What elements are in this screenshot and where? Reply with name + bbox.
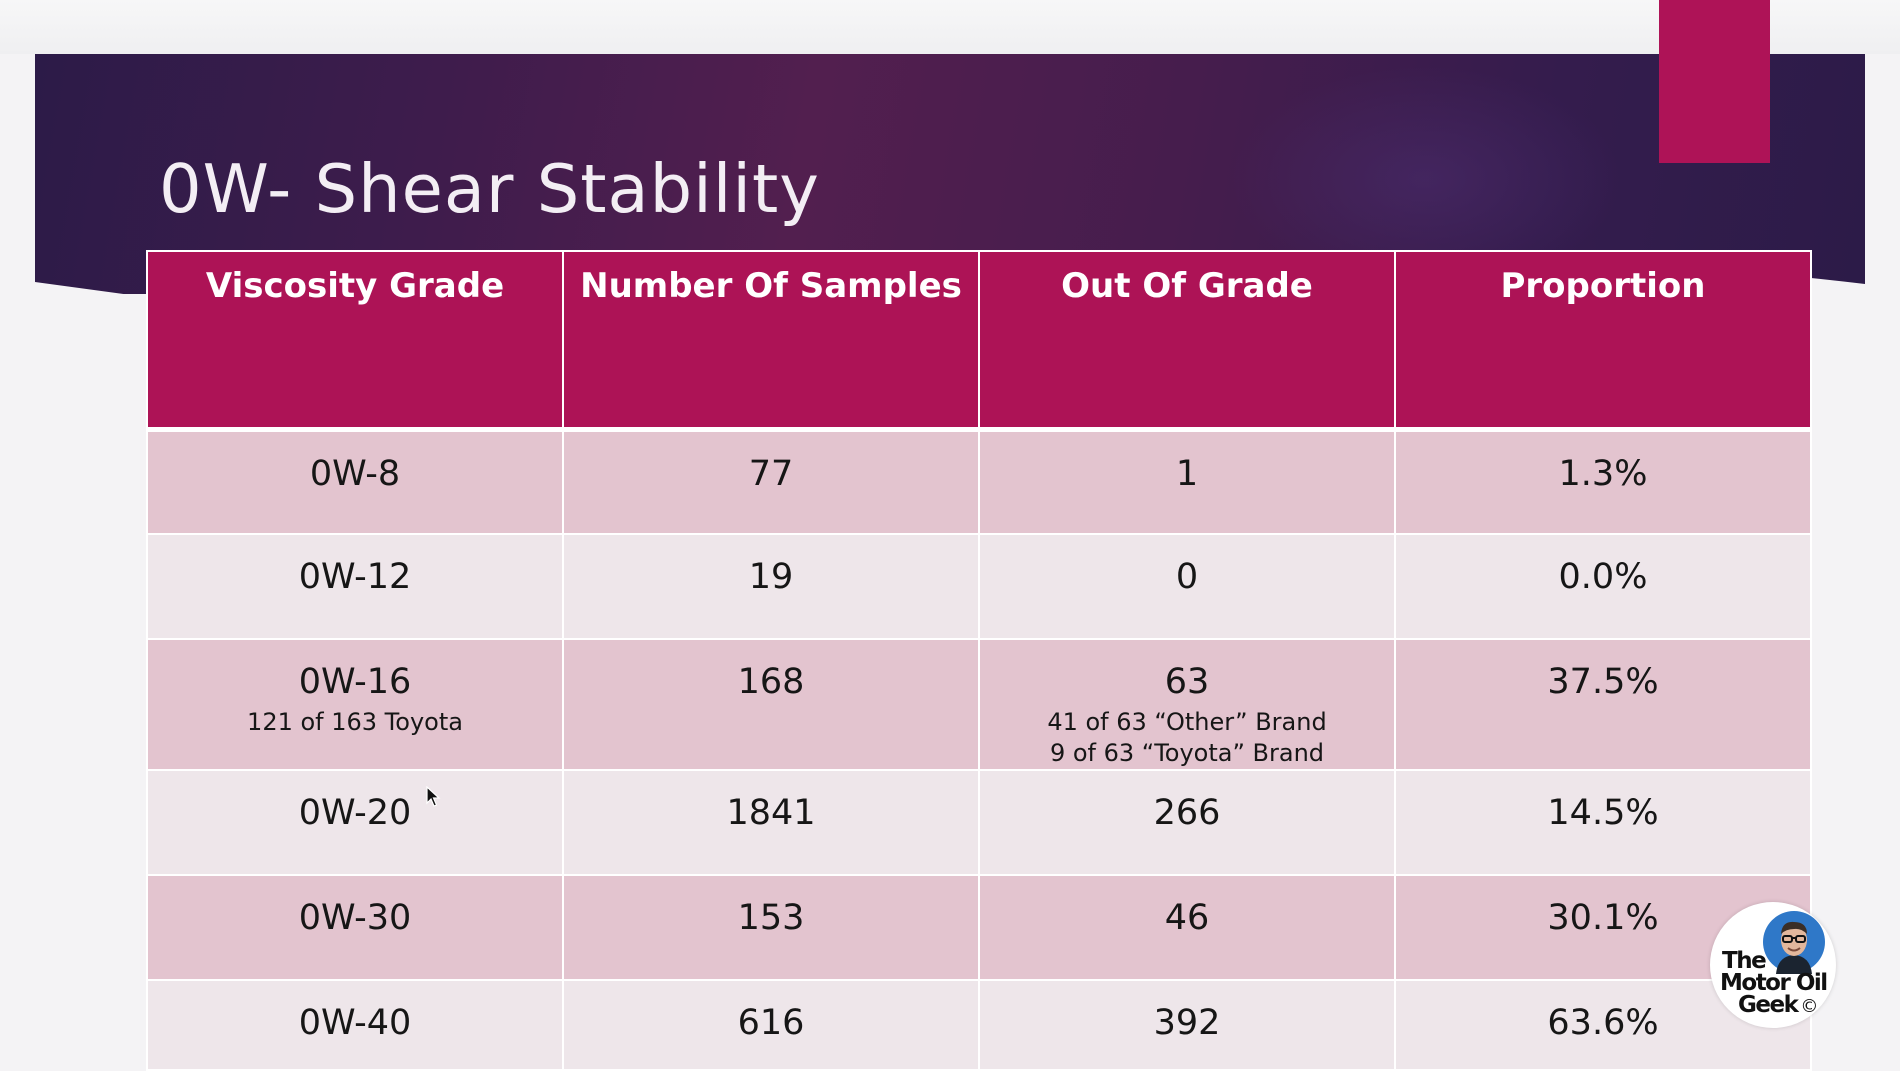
- out-of-grade-cell: 392: [978, 980, 1396, 1071]
- grade-cell: 0W-8: [146, 429, 564, 535]
- grade-value: 0W-30: [298, 898, 412, 938]
- out-of-grade-value: 63: [1164, 662, 1210, 702]
- mouse-cursor-icon: [426, 786, 441, 807]
- samples-cell: 168: [562, 639, 980, 771]
- top-strip: [0, 0, 1900, 54]
- samples-cell: 1841: [562, 770, 980, 876]
- accent-tab: [1659, 0, 1770, 163]
- out-of-grade-cell: 266: [978, 770, 1396, 876]
- grade-note: 121 of 163 Toyota: [247, 708, 463, 736]
- out-of-grade-note-other: 41 of 63 “Other” Brand: [1047, 708, 1327, 736]
- proportion-cell: 0.0%: [1394, 534, 1812, 640]
- table-row: 0W-8 77 1 1.3%: [146, 429, 1812, 535]
- out-of-grade-note-toyota: 9 of 63 “Toyota” Brand: [1049, 739, 1325, 767]
- grade-cell: 0W-20: [146, 770, 564, 876]
- header-out-of-grade: Out Of Grade: [978, 250, 1396, 432]
- table-header-row: Viscosity Grade Number Of Samples Out Of…: [146, 250, 1812, 432]
- samples-cell: 153: [562, 875, 980, 981]
- avatar: [1763, 911, 1825, 974]
- logo-text: The Motor Oil Geek ©: [1720, 948, 1828, 1018]
- samples-cell: 77: [562, 429, 980, 535]
- header-number-of-samples: Number Of Samples: [562, 250, 980, 432]
- grade-cell: 0W-12: [146, 534, 564, 640]
- out-of-grade-cell: 0: [978, 534, 1396, 640]
- table-row: 0W-40 616 392 63.6%: [146, 980, 1812, 1071]
- proportion-cell: 14.5%: [1394, 770, 1812, 876]
- grade-value: 0W-16: [298, 662, 412, 702]
- grade-value: 0W-40: [298, 1003, 412, 1043]
- grade-value: 0W-20: [298, 793, 412, 833]
- logo-line-the: The: [1722, 948, 1767, 974]
- proportion-cell: 37.5%: [1394, 639, 1812, 771]
- table-row: 0W-12 19 0 0.0%: [146, 534, 1812, 640]
- out-of-grade-cell: 63 41 of 63 “Other” Brand 9 of 63 “Toyot…: [978, 639, 1396, 771]
- grade-cell: 0W-30: [146, 875, 564, 981]
- table-row: 0W-30 153 46 30.1%: [146, 875, 1812, 981]
- channel-logo: The Motor Oil Geek ©: [1710, 902, 1836, 1028]
- grade-value: 0W-12: [298, 557, 412, 597]
- samples-cell: 616: [562, 980, 980, 1071]
- header-viscosity-grade: Viscosity Grade: [146, 250, 564, 432]
- table-row: 0W-16 121 of 163 Toyota 168 63 41 of 63 …: [146, 639, 1812, 771]
- header-proportion: Proportion: [1394, 250, 1812, 432]
- logo-line-geek-row: Geek ©: [1720, 994, 1827, 1018]
- samples-cell: 19: [562, 534, 980, 640]
- grade-value: 0W-8: [309, 453, 401, 494]
- grade-cell: 0W-16 121 of 163 Toyota: [146, 639, 564, 771]
- shear-stability-table: Viscosity Grade Number Of Samples Out Of…: [146, 250, 1812, 1071]
- slide-title: 0W- Shear Stability: [159, 150, 820, 228]
- out-of-grade-cell: 46: [978, 875, 1396, 981]
- logo-line-motor-oil: Motor Oil: [1720, 970, 1828, 996]
- logo-line-geek: Geek: [1738, 992, 1799, 1018]
- table-row: 0W-20 1841 266 14.5%: [146, 770, 1812, 876]
- proportion-cell: 1.3%: [1394, 429, 1812, 535]
- copyright-symbol: ©: [1800, 996, 1818, 1017]
- grade-cell: 0W-40: [146, 980, 564, 1071]
- out-of-grade-cell: 1: [978, 429, 1396, 535]
